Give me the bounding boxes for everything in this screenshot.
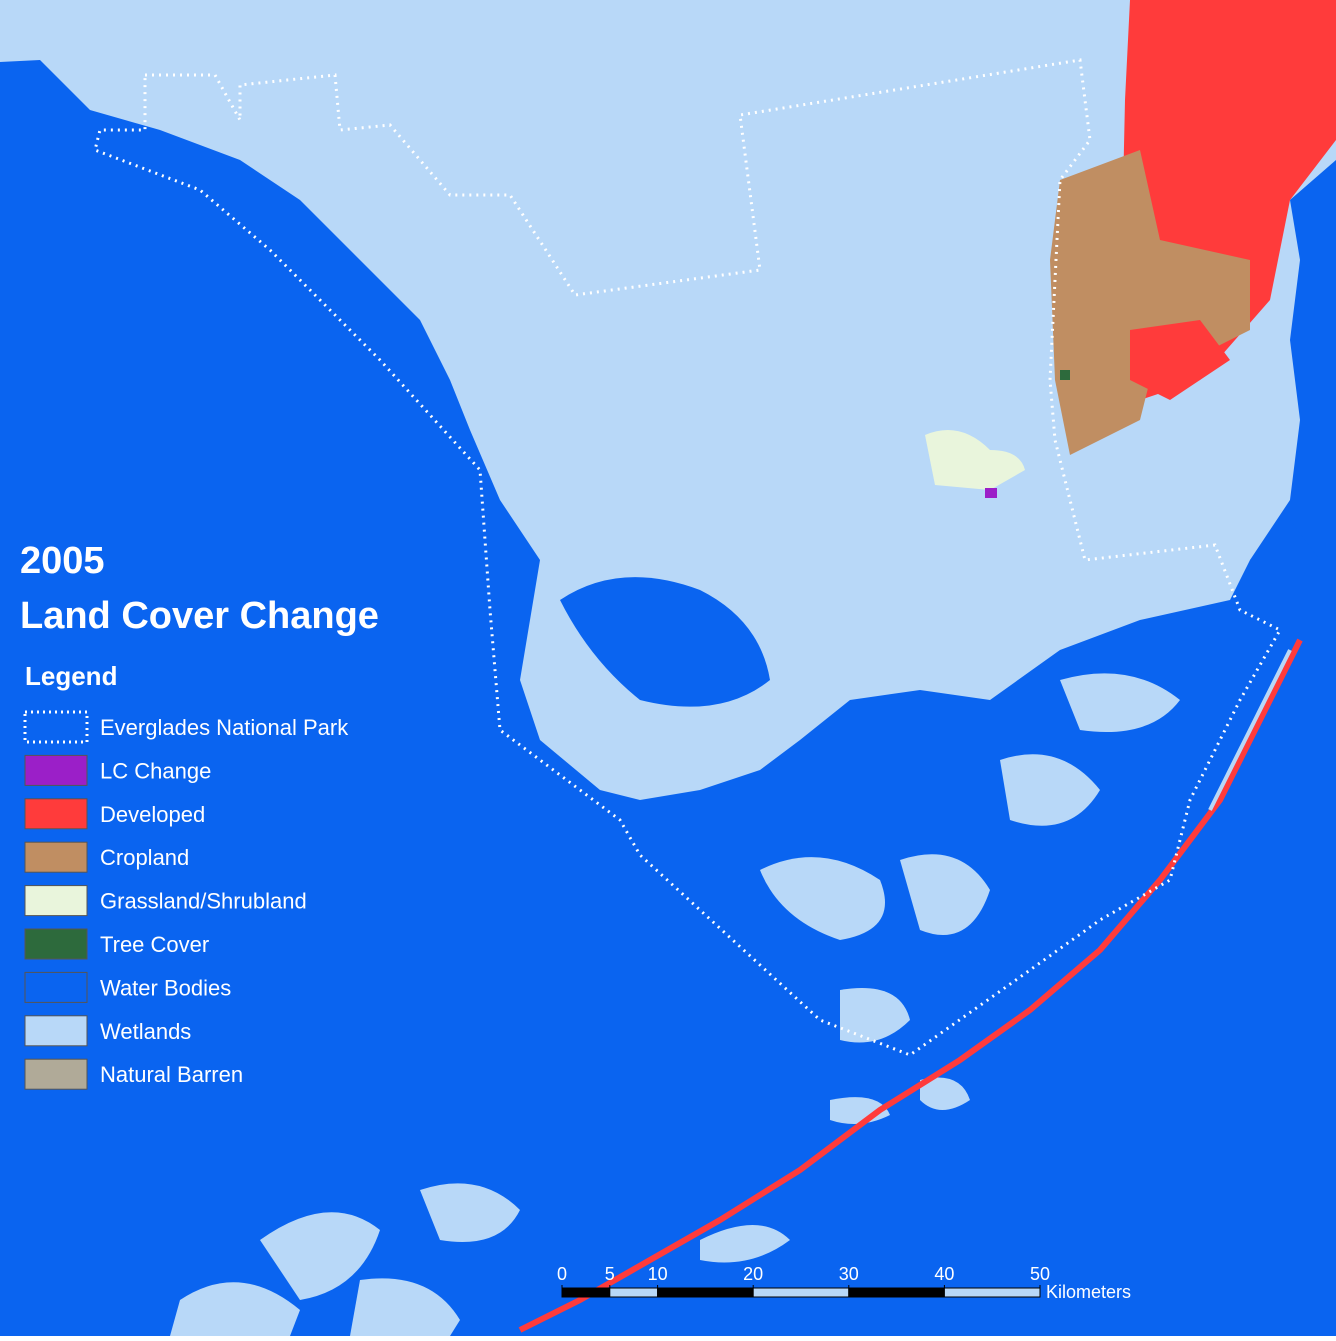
scale-tick-label: 20 xyxy=(743,1264,763,1284)
map-title-year: 2005 xyxy=(20,540,105,582)
inner-water xyxy=(560,577,770,707)
legend-label: Everglades National Park xyxy=(100,715,349,740)
legend-swatch xyxy=(24,754,88,786)
scale-tick-label: 40 xyxy=(934,1264,954,1284)
legend-swatch xyxy=(24,928,88,960)
scale-bar-segment xyxy=(657,1287,754,1298)
legend-label: Natural Barren xyxy=(100,1062,243,1087)
map-title: Land Cover Change xyxy=(20,595,379,637)
legend-label: Water Bodies xyxy=(100,975,231,1000)
cropland-area xyxy=(1050,150,1250,455)
legend-swatch xyxy=(24,1058,88,1090)
tree-cover xyxy=(1060,370,1070,380)
legend-swatch xyxy=(24,798,88,830)
legend-label: Grassland/Shrubland xyxy=(100,889,307,914)
legend-label: Wetlands xyxy=(100,1019,191,1044)
scale-tick-label: 30 xyxy=(839,1264,859,1284)
scale-tick-label: 0 xyxy=(557,1264,567,1284)
legend: Everglades National Park LC Change Develop… xyxy=(23,710,349,1090)
legend-swatch xyxy=(24,1015,88,1047)
legend-swatch xyxy=(24,841,88,873)
bay xyxy=(1250,520,1320,630)
legend-label: LC Change xyxy=(100,758,211,783)
keys-wetland xyxy=(1208,649,1292,811)
lc-change xyxy=(985,488,997,498)
scale-tick-label: 10 xyxy=(648,1264,668,1284)
scale-bar-segment xyxy=(561,1287,611,1298)
scale-bar-segment xyxy=(848,1287,945,1298)
scale-bar-segment xyxy=(752,1287,850,1298)
legend-swatch xyxy=(24,971,88,1003)
bay-islands xyxy=(170,673,1180,1336)
scale-bar-segment xyxy=(943,1287,1041,1298)
scale-bar-segment xyxy=(609,1287,659,1298)
legend-label: Tree Cover xyxy=(100,932,209,957)
grassland-area xyxy=(925,430,1025,490)
developed-area xyxy=(1130,320,1230,400)
scale-tick-label: 5 xyxy=(605,1264,615,1284)
legend-label: Cropland xyxy=(100,845,189,870)
legend-swatch xyxy=(24,885,88,917)
legend-swatch xyxy=(23,710,89,744)
key-island xyxy=(700,1225,790,1263)
legend-heading: Legend xyxy=(25,661,117,691)
scale-tick-label: 50 xyxy=(1030,1264,1050,1284)
keys-developed xyxy=(518,638,1303,1333)
legend-label: Developed xyxy=(100,802,205,827)
scale-unit: Kilometers xyxy=(1046,1282,1131,1302)
mainland xyxy=(0,0,1336,800)
